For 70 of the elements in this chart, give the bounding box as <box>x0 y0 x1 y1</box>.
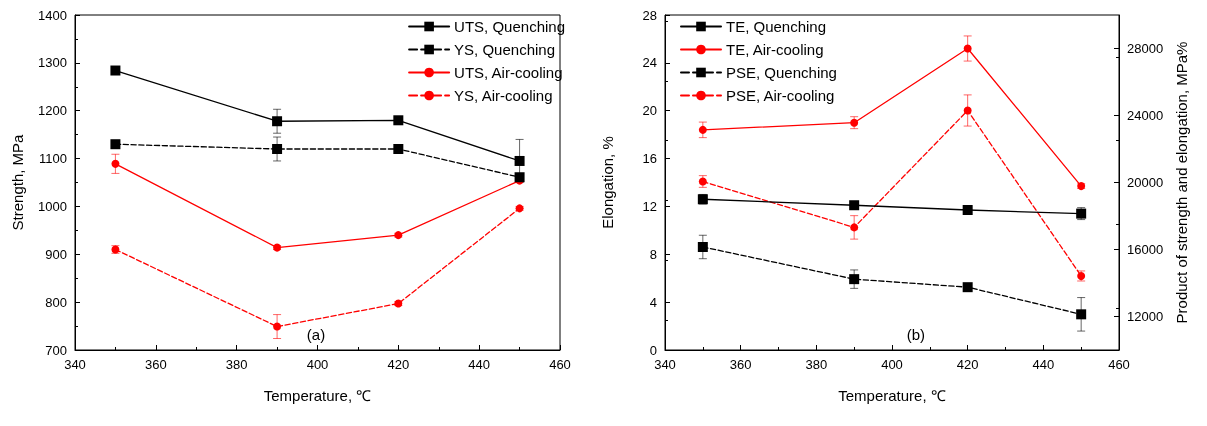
point <box>273 322 282 331</box>
x-tick-label: 340 <box>654 357 676 372</box>
x-tick-label: 400 <box>306 357 329 372</box>
y-tick-label: 1400 <box>38 7 67 23</box>
point <box>393 115 404 126</box>
y-tick-label: 900 <box>45 246 67 262</box>
y-tick-label: 1000 <box>38 198 67 214</box>
x-tick-label: 360 <box>144 357 167 372</box>
x-tick-label: 460 <box>549 357 571 372</box>
point <box>393 144 404 154</box>
point <box>698 125 707 134</box>
y-tick-label: 8 <box>649 246 657 262</box>
point <box>272 116 283 127</box>
legend-label: UTS, Quenching <box>454 18 565 35</box>
legend-label: YS, Air-cooling <box>454 87 553 104</box>
point <box>110 139 121 150</box>
x-tick-label: 340 <box>64 357 86 372</box>
point <box>963 44 972 53</box>
point <box>1076 309 1087 320</box>
x-tick-label: 460 <box>1108 357 1130 372</box>
y-tick-label: 0 <box>649 342 657 358</box>
legend-label: YS, Quenching <box>454 41 556 58</box>
y-axis-title: Elongation, % <box>599 136 616 229</box>
point <box>111 159 120 168</box>
annotation: (b) <box>906 326 926 343</box>
y2-axis-title: Product of strength and elongation, MPa% <box>1173 41 1191 324</box>
y-tick-label: 1300 <box>38 55 67 71</box>
legend-label: TE, Quenching <box>726 18 827 35</box>
x-tick-label: 380 <box>225 357 248 372</box>
point <box>963 106 972 115</box>
x-tick-label: 400 <box>881 357 903 372</box>
x-tick-label: 380 <box>805 357 828 372</box>
x-axis-title: Temperature, ℃ <box>263 387 372 404</box>
y2-tick-label: 24000 <box>1127 108 1164 123</box>
annotation: (a) <box>306 326 326 343</box>
y-tick-label: 4 <box>649 294 657 310</box>
x-tick-label: 440 <box>468 357 491 372</box>
legend-label: TE, Air-cooling <box>726 41 824 58</box>
y2-tick-label: 16000 <box>1127 242 1164 257</box>
y-tick-label: 700 <box>45 342 67 358</box>
y2-tick-label: 20000 <box>1127 175 1164 190</box>
point <box>272 144 283 154</box>
x-tick-label: 360 <box>729 357 752 372</box>
legend-label: PSE, Quenching <box>726 64 837 81</box>
point <box>962 282 973 293</box>
x-axis-title: Temperature, ℃ <box>838 387 946 404</box>
x-tick-label: 440 <box>1032 357 1055 372</box>
point <box>849 200 860 211</box>
legend-label: UTS, Air-cooling <box>454 64 563 81</box>
y-tick-label: 12 <box>642 198 657 214</box>
y-tick-label: 24 <box>642 55 657 71</box>
point <box>514 172 525 183</box>
y-tick-label: 28 <box>642 7 657 23</box>
point <box>850 223 859 232</box>
y-tick-label: 20 <box>642 103 657 119</box>
point <box>697 241 708 252</box>
point <box>110 65 121 76</box>
point <box>962 205 973 216</box>
x-tick-label: 420 <box>387 357 410 372</box>
y2-tick-label: 12000 <box>1127 309 1164 324</box>
y-tick-label: 1100 <box>39 151 67 167</box>
x-tick-label: 420 <box>956 357 979 372</box>
y-tick-label: 800 <box>45 294 67 310</box>
y-axis-title: Strength, MPa <box>9 133 26 231</box>
y-tick-label: 1200 <box>38 103 67 119</box>
y2-tick-label: 28000 <box>1127 41 1164 56</box>
point <box>514 155 525 166</box>
point <box>849 274 860 285</box>
y-tick-label: 16 <box>642 151 657 167</box>
legend-label: PSE, Air-cooling <box>726 87 835 104</box>
